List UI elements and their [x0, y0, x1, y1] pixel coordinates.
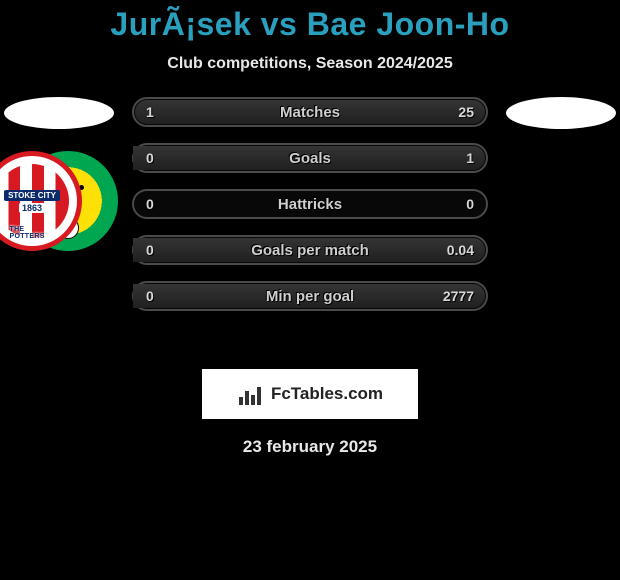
- stat-value-left: 1: [146, 104, 154, 120]
- stat-label: Min per goal: [266, 288, 354, 305]
- brand-text: FcTables.com: [271, 384, 383, 404]
- stat-value-left: 0: [146, 196, 154, 212]
- stat-bars: 1 25 Matches 0 1 Goals 0 0 Hattricks 0 0.04 Goals p…: [132, 97, 488, 327]
- stoke-year: 1863: [19, 203, 45, 213]
- stat-value-right: 1: [466, 150, 474, 166]
- stat-value-left: 0: [146, 288, 154, 304]
- stat-row: 0 2777 Min per goal: [132, 281, 488, 311]
- stat-label: Matches: [280, 104, 340, 121]
- stat-row: 0 0.04 Goals per match: [132, 235, 488, 265]
- comparison-stage: STOKE CITY 1863 THE POTTERS 1 25 Matches 0 1…: [0, 97, 620, 357]
- stoke-banner: STOKE CITY: [4, 190, 60, 201]
- stat-row: 0 0 Hattricks: [132, 189, 488, 219]
- stat-value-right: 2777: [443, 288, 474, 304]
- stat-row: 1 25 Matches: [132, 97, 488, 127]
- stat-label: Goals: [289, 150, 331, 167]
- stat-row: 0 1 Goals: [132, 143, 488, 173]
- stoke-motto: THE POTTERS: [10, 226, 55, 240]
- brand-box[interactable]: FcTables.com: [202, 369, 418, 419]
- footer-date: 23 february 2025: [0, 437, 620, 457]
- stat-label: Goals per match: [251, 242, 369, 259]
- player-photo-left: [4, 97, 114, 129]
- stat-value-left: 0: [146, 150, 154, 166]
- page-title: JurÃ¡sek vs Bae Joon-Ho: [0, 0, 620, 43]
- subtitle: Club competitions, Season 2024/2025: [0, 55, 620, 73]
- stat-value-right: 0.04: [447, 242, 474, 258]
- bar-chart-icon: [237, 383, 265, 405]
- player-photo-right: [506, 97, 616, 129]
- stat-value-right: 0: [466, 196, 474, 212]
- stat-label: Hattricks: [278, 196, 342, 213]
- stat-value-left: 0: [146, 242, 154, 258]
- stat-value-right: 25: [458, 104, 474, 120]
